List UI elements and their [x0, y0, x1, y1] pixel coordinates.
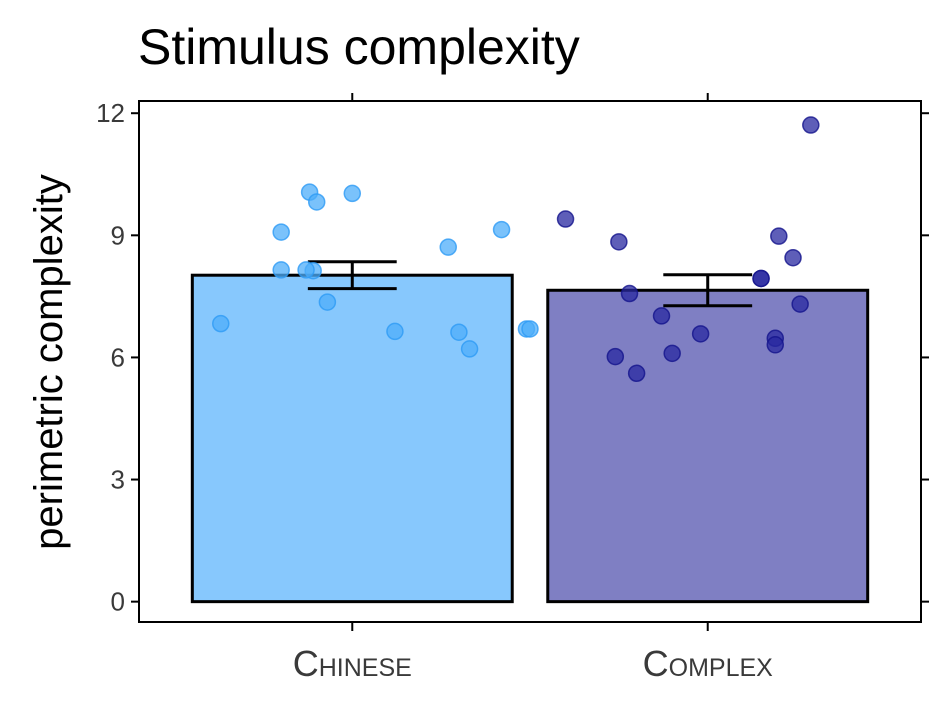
data-point-chinese — [212, 314, 230, 333]
plot-panel — [138, 100, 922, 623]
data-point-chinese — [386, 322, 404, 341]
error-bar-chinese — [307, 260, 397, 291]
data-point-complex — [610, 233, 628, 251]
y-tick-label: 9 — [111, 220, 125, 250]
data-point-complex — [802, 116, 820, 134]
data-point-chinese — [343, 184, 362, 203]
y-tick-label: 6 — [111, 342, 125, 372]
data-point-chinese — [272, 261, 290, 279]
data-point-complex — [766, 336, 785, 354]
data-point-complex — [752, 269, 770, 288]
y-tick-label: 0 — [111, 587, 125, 617]
data-point-chinese — [450, 323, 468, 341]
data-point-complex — [691, 325, 710, 343]
data-point-chinese — [521, 320, 539, 338]
data-point-chinese — [492, 220, 511, 239]
x-tick-label: Complex — [643, 643, 774, 684]
data-point-complex — [784, 248, 802, 267]
bar-chinese — [190, 273, 514, 604]
data-point-complex — [606, 347, 625, 366]
data-point-complex — [620, 284, 639, 303]
data-point-chinese — [318, 293, 337, 311]
error-bar-complex — [663, 273, 753, 308]
data-point-complex — [770, 227, 788, 245]
data-point-complex — [556, 210, 575, 228]
data-point-chinese — [439, 238, 457, 256]
data-point-complex — [663, 344, 681, 363]
data-point-complex — [652, 307, 671, 325]
data-point-chinese — [460, 340, 479, 358]
y-tick-label: 3 — [111, 465, 125, 495]
y-axis-label: perimetric complexity — [27, 174, 71, 550]
y-tick-label: 12 — [96, 98, 125, 128]
chart-title: Stimulus complexity — [138, 19, 580, 75]
data-point-chinese — [272, 223, 290, 241]
data-point-complex — [627, 364, 646, 383]
data-point-complex — [791, 295, 809, 313]
data-point-chinese — [297, 261, 315, 279]
x-tick-label: Chinese — [293, 643, 412, 684]
data-point-chinese — [307, 193, 326, 211]
